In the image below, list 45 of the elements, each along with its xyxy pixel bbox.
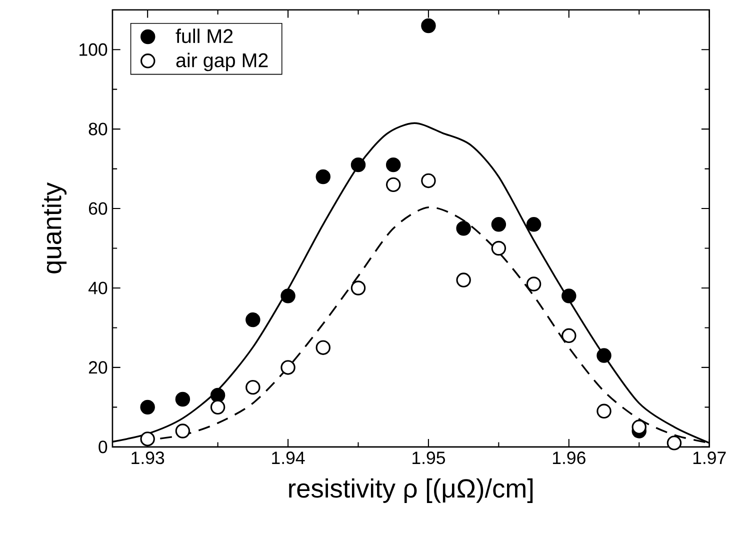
x-tick-label: 1.97 xyxy=(693,452,726,464)
point xyxy=(140,400,155,415)
point xyxy=(562,328,576,344)
point xyxy=(491,241,506,256)
point xyxy=(140,432,155,446)
y-tick-label: 100 xyxy=(80,43,108,56)
x-tick-label: 1.96 xyxy=(552,452,586,464)
legend-label: air gap M2 xyxy=(176,52,268,72)
point xyxy=(421,173,436,188)
point xyxy=(210,388,226,403)
point xyxy=(280,360,296,375)
point xyxy=(456,221,471,236)
y-tick-label: 20 xyxy=(88,361,108,374)
point xyxy=(526,217,542,232)
point xyxy=(246,312,260,328)
point xyxy=(632,420,646,435)
point xyxy=(666,436,682,450)
point xyxy=(246,380,260,395)
point xyxy=(280,288,296,304)
point xyxy=(456,272,471,288)
x-tick-label: 1.94 xyxy=(272,452,305,464)
point xyxy=(386,177,401,192)
point xyxy=(316,340,330,356)
point xyxy=(596,348,612,364)
x-axis-title: resistivity ρ [(μΩ)/cm] xyxy=(289,478,533,504)
point xyxy=(421,18,436,34)
y-axis-title: quantity xyxy=(42,182,67,274)
y-tick-label: 80 xyxy=(88,122,108,136)
y-tick-label: 60 xyxy=(88,202,108,215)
point xyxy=(316,170,330,184)
y-tick-label: 40 xyxy=(88,282,108,294)
point xyxy=(491,217,506,232)
y-tick-label: 0 xyxy=(98,440,108,454)
x-tick-label: 1.93 xyxy=(132,452,164,464)
point xyxy=(175,392,190,407)
point xyxy=(210,400,226,415)
point xyxy=(350,280,366,296)
point xyxy=(526,276,542,292)
point xyxy=(386,158,401,172)
x-tick-label: 1.95 xyxy=(412,452,446,464)
point xyxy=(350,158,366,172)
point xyxy=(596,404,612,419)
legend-label: full M2 xyxy=(176,28,233,44)
point xyxy=(175,424,190,439)
point xyxy=(562,288,576,304)
